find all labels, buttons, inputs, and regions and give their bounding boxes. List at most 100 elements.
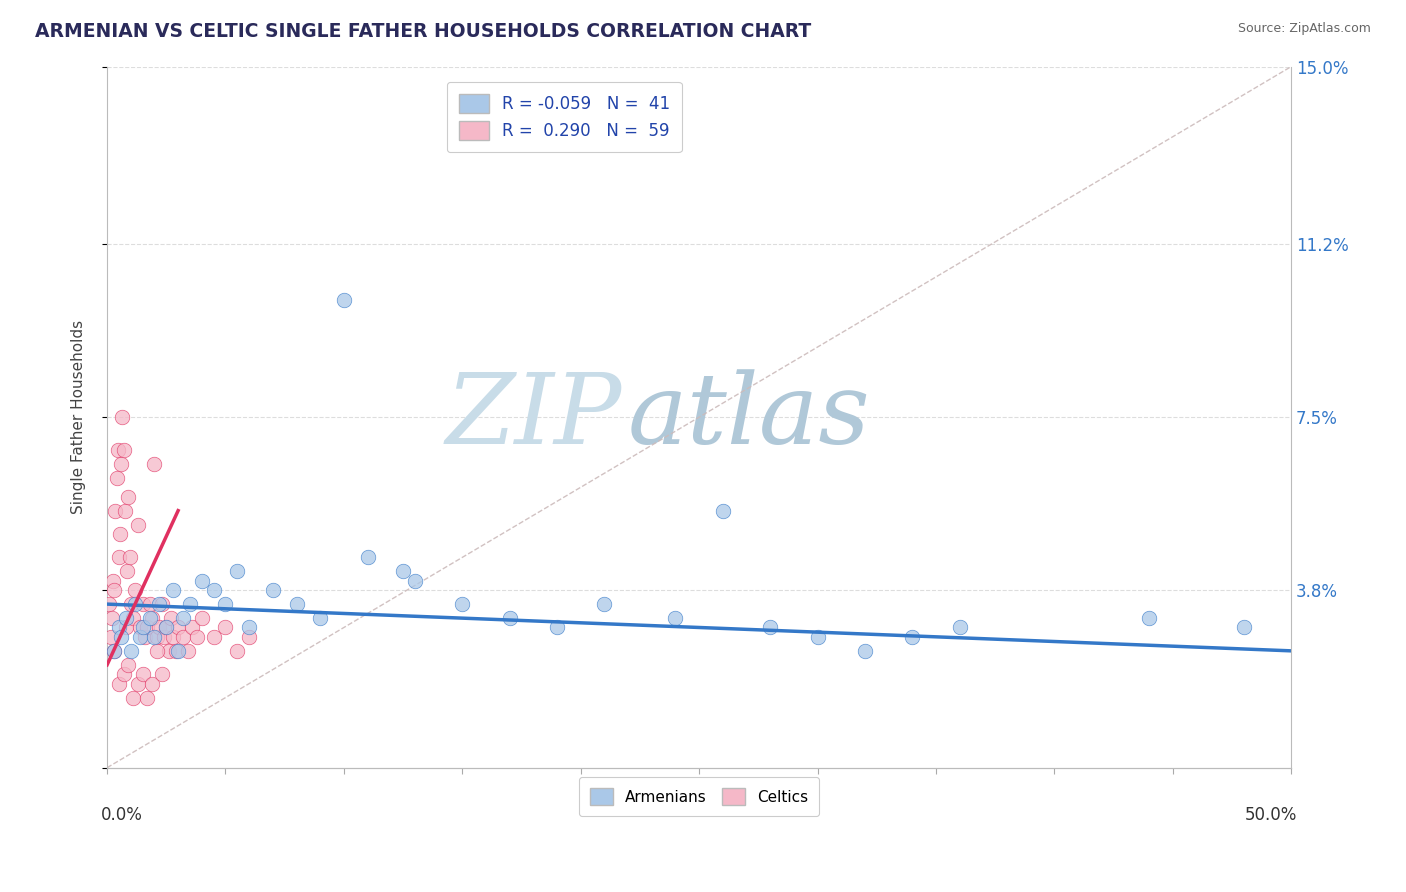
Text: ARMENIAN VS CELTIC SINGLE FATHER HOUSEHOLDS CORRELATION CHART: ARMENIAN VS CELTIC SINGLE FATHER HOUSEHO…: [35, 22, 811, 41]
Point: [759, 620, 782, 634]
Point: [150, 597, 173, 611]
Point: [122, 611, 145, 625]
Point: [153, 630, 176, 644]
Point: [108, 676, 131, 690]
Text: 0.0%: 0.0%: [101, 806, 143, 824]
Point: [202, 583, 225, 598]
Point: [143, 630, 166, 644]
Point: [141, 676, 163, 690]
Point: [356, 550, 378, 565]
Point: [499, 611, 522, 625]
Point: [191, 574, 214, 588]
Point: [167, 620, 190, 634]
Point: [165, 644, 187, 658]
Point: [262, 583, 284, 598]
Point: [131, 597, 153, 611]
Point: [901, 630, 924, 644]
Point: [117, 490, 139, 504]
Point: [214, 620, 236, 634]
Text: atlas: atlas: [628, 369, 870, 465]
Point: [143, 457, 166, 471]
Point: [546, 620, 568, 634]
Y-axis label: Single Father Households: Single Father Households: [72, 320, 86, 514]
Point: [202, 630, 225, 644]
Point: [101, 574, 124, 588]
Point: [124, 597, 146, 611]
Point: [309, 611, 332, 625]
Point: [129, 620, 152, 634]
Point: [114, 503, 136, 517]
Point: [806, 630, 828, 644]
Point: [949, 620, 972, 634]
Point: [148, 620, 170, 634]
Point: [98, 597, 121, 611]
Point: [157, 644, 180, 658]
Point: [451, 597, 474, 611]
Point: [333, 293, 356, 308]
Point: [146, 630, 169, 644]
Point: [238, 620, 260, 634]
Point: [226, 644, 249, 658]
Point: [160, 611, 183, 625]
Point: [111, 410, 134, 425]
Point: [131, 667, 153, 681]
Point: [134, 630, 156, 644]
Point: [155, 620, 177, 634]
Point: [101, 611, 124, 625]
Point: [404, 574, 426, 588]
Point: [853, 644, 876, 658]
Point: [285, 597, 308, 611]
Text: Source: ZipAtlas.com: Source: ZipAtlas.com: [1237, 22, 1371, 36]
Point: [172, 611, 194, 625]
Point: [167, 644, 190, 658]
Point: [392, 565, 415, 579]
Point: [141, 611, 163, 625]
Point: [136, 690, 159, 705]
Point: [172, 630, 194, 644]
Point: [127, 517, 149, 532]
Point: [138, 597, 160, 611]
Point: [107, 442, 129, 457]
Point: [1233, 620, 1256, 634]
Point: [179, 597, 201, 611]
Point: [115, 620, 138, 634]
Point: [115, 611, 138, 625]
Point: [226, 565, 249, 579]
Point: [105, 471, 128, 485]
Legend: Armenians, Celtics: Armenians, Celtics: [579, 777, 820, 816]
Point: [120, 597, 142, 611]
Point: [129, 630, 152, 644]
Point: [104, 503, 127, 517]
Point: [162, 583, 184, 598]
Point: [146, 644, 169, 658]
Point: [131, 620, 153, 634]
Point: [117, 657, 139, 672]
Point: [118, 550, 141, 565]
Point: [155, 620, 177, 634]
Point: [112, 442, 135, 457]
Point: [103, 644, 125, 658]
Point: [148, 597, 170, 611]
Point: [162, 630, 184, 644]
Point: [108, 527, 131, 541]
Point: [127, 676, 149, 690]
Point: [124, 583, 146, 598]
Point: [112, 667, 135, 681]
Point: [122, 690, 145, 705]
Point: [150, 667, 173, 681]
Point: [1137, 611, 1160, 625]
Point: [186, 630, 208, 644]
Point: [103, 583, 125, 598]
Point: [115, 565, 138, 579]
Point: [100, 630, 122, 644]
Point: [120, 644, 142, 658]
Point: [238, 630, 260, 644]
Point: [138, 611, 160, 625]
Point: [136, 620, 159, 634]
Point: [181, 620, 204, 634]
Point: [108, 620, 131, 634]
Point: [711, 503, 734, 517]
Point: [176, 644, 198, 658]
Point: [214, 597, 236, 611]
Point: [593, 597, 616, 611]
